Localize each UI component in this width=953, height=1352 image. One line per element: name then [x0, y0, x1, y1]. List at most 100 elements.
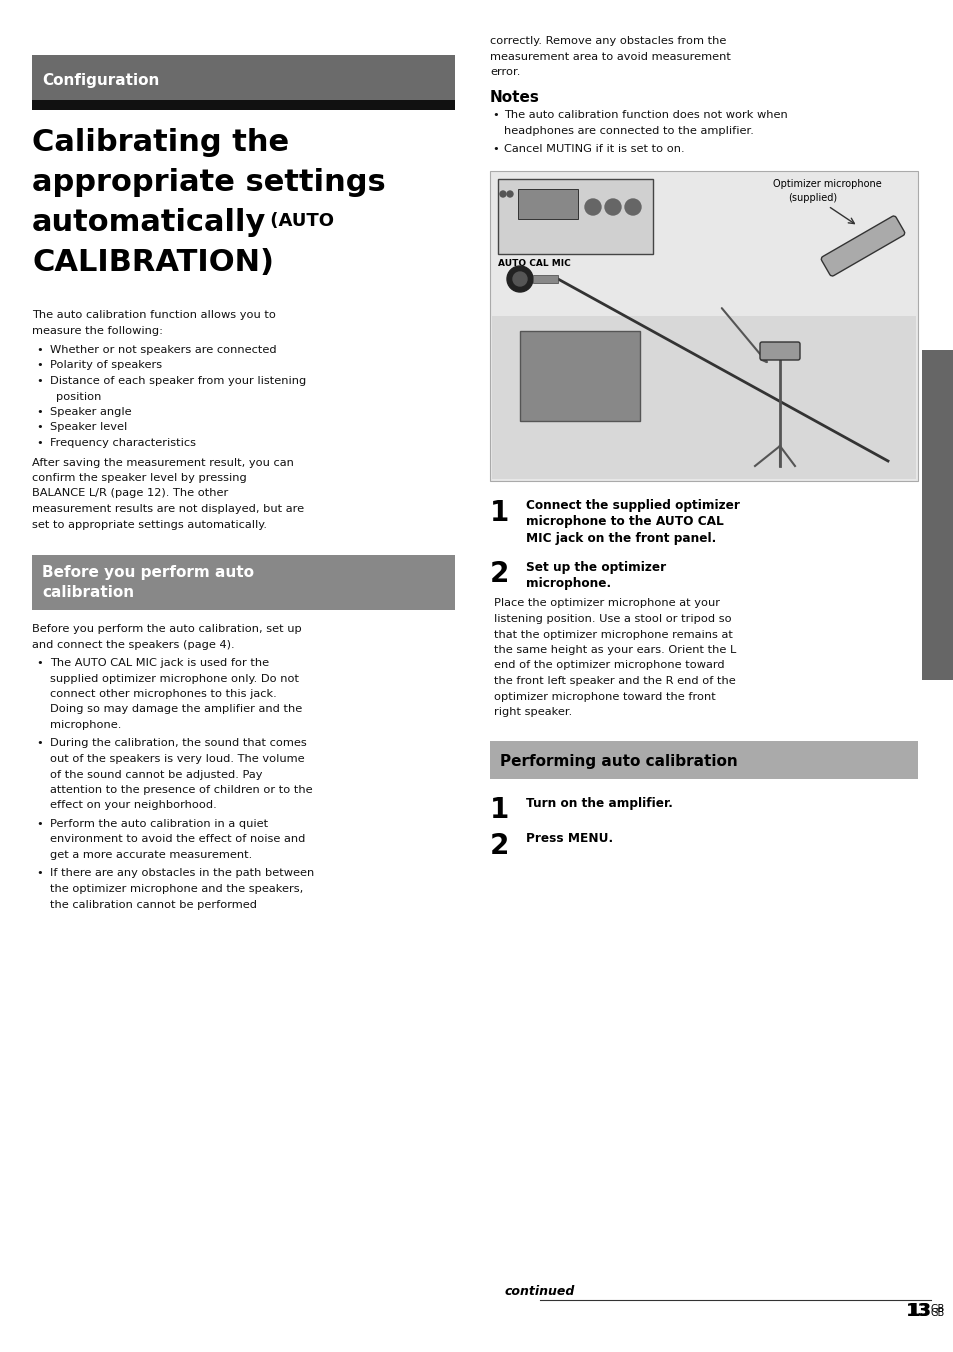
Text: measurement area to avoid measurement: measurement area to avoid measurement	[490, 51, 730, 61]
Text: supplied optimizer microphone only. Do not: supplied optimizer microphone only. Do n…	[50, 673, 298, 684]
Text: that the optimizer microphone remains at: that the optimizer microphone remains at	[494, 630, 732, 639]
Text: Place the optimizer microphone at your: Place the optimizer microphone at your	[494, 599, 720, 608]
Text: Perform the auto calibration in a quiet: Perform the auto calibration in a quiet	[50, 819, 268, 829]
Text: •: •	[36, 376, 43, 387]
Text: The auto calibration function does not work when: The auto calibration function does not w…	[503, 111, 787, 120]
Text: headphones are connected to the amplifier.: headphones are connected to the amplifie…	[503, 126, 753, 137]
Text: Doing so may damage the amplifier and the: Doing so may damage the amplifier and th…	[50, 704, 302, 714]
Text: position: position	[56, 392, 101, 402]
Text: 13: 13	[905, 1302, 930, 1320]
Text: optimizer microphone toward the front: optimizer microphone toward the front	[494, 691, 715, 702]
Text: The AUTO CAL MIC jack is used for the: The AUTO CAL MIC jack is used for the	[50, 658, 269, 668]
Bar	[490, 741, 917, 779]
Text: the same height as your ears. Orient the L: the same height as your ears. Orient the…	[494, 645, 736, 654]
Text: correctly. Remove any obstacles from the: correctly. Remove any obstacles from the	[490, 37, 725, 46]
Text: confirm the speaker level by pressing: confirm the speaker level by pressing	[32, 473, 247, 483]
Text: •: •	[492, 111, 498, 120]
Text: out of the speakers is very loud. The volume: out of the speakers is very loud. The vo…	[50, 754, 304, 764]
Text: If there are any obstacles in the path between: If there are any obstacles in the path b…	[50, 868, 314, 879]
Text: the optimizer microphone and the speakers,: the optimizer microphone and the speaker…	[50, 884, 303, 894]
Text: Performing auto calibration: Performing auto calibration	[499, 754, 737, 769]
Text: set to appropriate settings automatically.: set to appropriate settings automaticall…	[32, 519, 267, 530]
Text: right speaker.: right speaker.	[494, 707, 572, 717]
Text: Cancel MUTING if it is set to on.: Cancel MUTING if it is set to on.	[503, 143, 684, 154]
Text: GB: GB	[930, 1303, 944, 1314]
Text: get a more accurate measurement.: get a more accurate measurement.	[50, 850, 252, 860]
Text: calibration: calibration	[42, 585, 134, 600]
Text: Distance of each speaker from your listening: Distance of each speaker from your liste…	[50, 376, 306, 387]
Text: Frequency characteristics: Frequency characteristics	[50, 438, 195, 448]
Text: Whether or not speakers are connected: Whether or not speakers are connected	[50, 345, 276, 356]
Text: •: •	[36, 438, 43, 448]
Bar	[533, 274, 558, 283]
Text: error.: error.	[490, 68, 519, 77]
Text: (AUTO: (AUTO	[264, 212, 334, 230]
FancyBboxPatch shape	[760, 342, 800, 360]
Text: •: •	[36, 738, 43, 749]
Text: 13: 13	[907, 1302, 930, 1320]
Text: Optimizer microphone: Optimizer microphone	[772, 178, 881, 189]
Text: continued: continued	[504, 1284, 575, 1298]
Circle shape	[506, 191, 513, 197]
Text: BALANCE L/R (page 12). The other: BALANCE L/R (page 12). The other	[32, 488, 228, 499]
Text: microphone to the AUTO CAL: microphone to the AUTO CAL	[525, 515, 723, 529]
Text: of the sound cannot be adjusted. Pay: of the sound cannot be adjusted. Pay	[50, 769, 262, 780]
Circle shape	[624, 199, 640, 215]
Text: Speaker angle: Speaker angle	[50, 407, 132, 416]
Text: the front left speaker and the R end of the: the front left speaker and the R end of …	[494, 676, 735, 685]
Bar	[490, 170, 917, 481]
Bar	[32, 556, 455, 610]
Text: Configuration: Configuration	[930, 469, 943, 561]
Text: Configuration: Configuration	[42, 73, 159, 88]
Circle shape	[604, 199, 620, 215]
Text: GB: GB	[930, 1307, 944, 1318]
Text: appropriate settings: appropriate settings	[32, 168, 385, 197]
Text: 2: 2	[490, 831, 509, 860]
Text: measure the following:: measure the following:	[32, 326, 163, 335]
Text: Turn on the amplifier.: Turn on the amplifier.	[525, 796, 672, 810]
Text: environment to avoid the effect of noise and: environment to avoid the effect of noise…	[50, 834, 305, 845]
Text: (supplied): (supplied)	[787, 193, 836, 203]
Circle shape	[499, 191, 505, 197]
Text: 2: 2	[490, 561, 509, 588]
Text: 1: 1	[490, 499, 509, 527]
Text: •: •	[36, 345, 43, 356]
Text: end of the optimizer microphone toward: end of the optimizer microphone toward	[494, 661, 724, 671]
Text: During the calibration, the sound that comes: During the calibration, the sound that c…	[50, 738, 307, 749]
Bar	[921, 350, 953, 680]
Circle shape	[584, 199, 600, 215]
Text: •: •	[36, 422, 43, 433]
Text: attention to the presence of children or to the: attention to the presence of children or…	[50, 786, 313, 795]
Text: •: •	[36, 819, 43, 829]
Text: Before you perform the auto calibration, set up: Before you perform the auto calibration,…	[32, 625, 301, 634]
Text: MIC jack on the front panel.: MIC jack on the front panel.	[525, 531, 716, 545]
Text: connect other microphones to this jack.: connect other microphones to this jack.	[50, 690, 276, 699]
Text: microphone.: microphone.	[50, 721, 121, 730]
Text: the calibration cannot be performed: the calibration cannot be performed	[50, 899, 256, 910]
Text: Before you perform auto: Before you perform auto	[42, 565, 253, 580]
Text: Set up the optimizer: Set up the optimizer	[525, 561, 665, 573]
Text: and connect the speakers (page 4).: and connect the speakers (page 4).	[32, 639, 234, 649]
Text: 1: 1	[490, 796, 509, 825]
Bar	[517, 189, 578, 219]
Text: listening position. Use a stool or tripod so: listening position. Use a stool or tripo…	[494, 614, 731, 625]
Text: •: •	[36, 868, 43, 879]
Text: •: •	[36, 407, 43, 416]
Bar	[497, 178, 652, 254]
Text: AUTO CAL MIC: AUTO CAL MIC	[497, 260, 570, 268]
Text: Press MENU.: Press MENU.	[525, 831, 613, 845]
Text: measurement results are not displayed, but are: measurement results are not displayed, b…	[32, 504, 304, 514]
Text: automatically: automatically	[32, 208, 266, 237]
Bar	[32, 100, 455, 110]
Circle shape	[513, 272, 526, 287]
Bar	[492, 316, 915, 479]
Bar	[32, 55, 455, 100]
Text: Speaker level: Speaker level	[50, 422, 127, 433]
Text: Notes: Notes	[490, 91, 539, 105]
Text: •: •	[492, 143, 498, 154]
Text: Polarity of speakers: Polarity of speakers	[50, 361, 162, 370]
Text: effect on your neighborhood.: effect on your neighborhood.	[50, 800, 216, 810]
Bar	[519, 331, 639, 420]
Text: microphone.: microphone.	[525, 577, 611, 589]
FancyBboxPatch shape	[821, 216, 903, 276]
